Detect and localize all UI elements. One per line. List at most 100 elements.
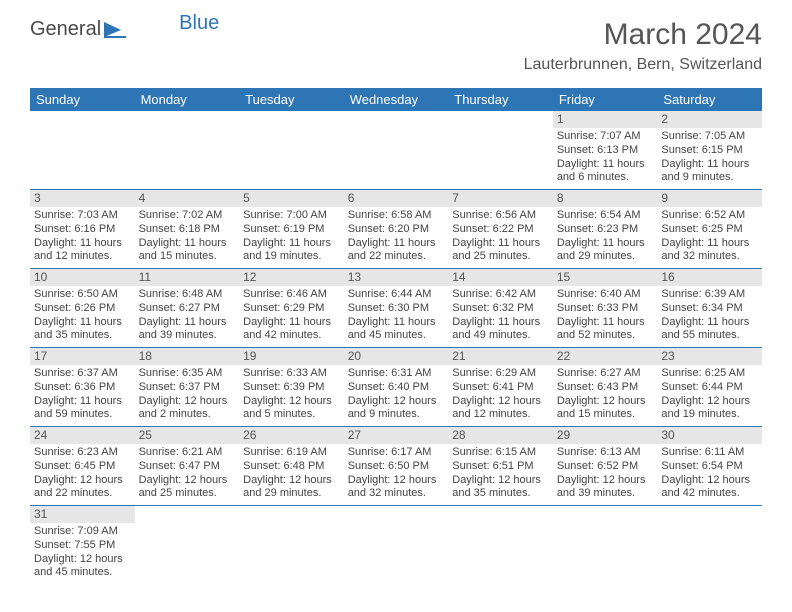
- calendar-cell: [135, 506, 240, 585]
- sunrise-text: Sunrise: 7:09 AM: [34, 525, 131, 539]
- month-title: March 2024: [524, 18, 762, 52]
- day-number: 12: [239, 269, 344, 286]
- day-number: 19: [239, 348, 344, 365]
- calendar-cell: 28Sunrise: 6:15 AMSunset: 6:51 PMDayligh…: [448, 427, 553, 506]
- sunrise-text: Sunrise: 6:33 AM: [243, 367, 340, 381]
- calendar-cell: 25Sunrise: 6:21 AMSunset: 6:47 PMDayligh…: [135, 427, 240, 506]
- page-header: General Blue March 2024 Lauterbrunnen, B…: [0, 0, 792, 82]
- day-body: Sunrise: 6:35 AMSunset: 6:37 PMDaylight:…: [135, 365, 240, 426]
- daylight-text: Daylight: 12 hours and 9 minutes.: [348, 395, 445, 423]
- day-number: 8: [553, 190, 658, 207]
- day-header: Monday: [135, 88, 240, 111]
- day-number: 9: [657, 190, 762, 207]
- flag-icon: [103, 21, 127, 39]
- sunrise-text: Sunrise: 6:40 AM: [557, 288, 654, 302]
- daylight-text: Daylight: 12 hours and 45 minutes.: [34, 553, 131, 581]
- day-number: 24: [30, 427, 135, 444]
- calendar-week-row: 3Sunrise: 7:03 AMSunset: 6:16 PMDaylight…: [30, 190, 762, 269]
- day-header: Tuesday: [239, 88, 344, 111]
- sunrise-text: Sunrise: 6:23 AM: [34, 446, 131, 460]
- day-number: 21: [448, 348, 553, 365]
- calendar-cell: 8Sunrise: 6:54 AMSunset: 6:23 PMDaylight…: [553, 190, 658, 269]
- daylight-text: Daylight: 12 hours and 2 minutes.: [139, 395, 236, 423]
- calendar-cell: [239, 506, 344, 585]
- calendar-cell: 3Sunrise: 7:03 AMSunset: 6:16 PMDaylight…: [30, 190, 135, 269]
- sunrise-text: Sunrise: 6:15 AM: [452, 446, 549, 460]
- sunrise-text: Sunrise: 6:52 AM: [661, 209, 758, 223]
- sunset-text: Sunset: 6:29 PM: [243, 302, 340, 316]
- sunrise-text: Sunrise: 6:56 AM: [452, 209, 549, 223]
- daylight-text: Daylight: 12 hours and 22 minutes.: [34, 474, 131, 502]
- calendar-cell: 21Sunrise: 6:29 AMSunset: 6:41 PMDayligh…: [448, 348, 553, 427]
- calendar-cell: 16Sunrise: 6:39 AMSunset: 6:34 PMDayligh…: [657, 269, 762, 348]
- sunset-text: Sunset: 6:15 PM: [661, 144, 758, 158]
- calendar-cell: [239, 111, 344, 190]
- calendar-cell: 12Sunrise: 6:46 AMSunset: 6:29 PMDayligh…: [239, 269, 344, 348]
- daylight-text: Daylight: 11 hours and 15 minutes.: [139, 237, 236, 265]
- daylight-text: Daylight: 11 hours and 6 minutes.: [557, 158, 654, 186]
- sunset-text: Sunset: 6:19 PM: [243, 223, 340, 237]
- day-body: Sunrise: 6:29 AMSunset: 6:41 PMDaylight:…: [448, 365, 553, 426]
- day-header: Friday: [553, 88, 658, 111]
- day-body: Sunrise: 7:02 AMSunset: 6:18 PMDaylight:…: [135, 207, 240, 268]
- daylight-text: Daylight: 12 hours and 39 minutes.: [557, 474, 654, 502]
- day-number: 31: [30, 506, 135, 523]
- day-body: Sunrise: 6:21 AMSunset: 6:47 PMDaylight:…: [135, 444, 240, 505]
- calendar-cell: 15Sunrise: 6:40 AMSunset: 6:33 PMDayligh…: [553, 269, 658, 348]
- daylight-text: Daylight: 11 hours and 39 minutes.: [139, 316, 236, 344]
- day-number: 28: [448, 427, 553, 444]
- sunset-text: Sunset: 6:25 PM: [661, 223, 758, 237]
- daylight-text: Daylight: 11 hours and 35 minutes.: [34, 316, 131, 344]
- calendar-week-row: 17Sunrise: 6:37 AMSunset: 6:36 PMDayligh…: [30, 348, 762, 427]
- sunset-text: Sunset: 6:51 PM: [452, 460, 549, 474]
- calendar-cell: [553, 506, 658, 585]
- day-body: Sunrise: 6:40 AMSunset: 6:33 PMDaylight:…: [553, 286, 658, 347]
- day-number: 15: [553, 269, 658, 286]
- calendar-cell: [448, 111, 553, 190]
- day-body: Sunrise: 6:56 AMSunset: 6:22 PMDaylight:…: [448, 207, 553, 268]
- sunrise-text: Sunrise: 6:27 AM: [557, 367, 654, 381]
- day-body: Sunrise: 6:54 AMSunset: 6:23 PMDaylight:…: [553, 207, 658, 268]
- day-number: 25: [135, 427, 240, 444]
- sunset-text: Sunset: 6:30 PM: [348, 302, 445, 316]
- location: Lauterbrunnen, Bern, Switzerland: [524, 56, 762, 74]
- day-body: Sunrise: 7:07 AMSunset: 6:13 PMDaylight:…: [553, 128, 658, 189]
- sunset-text: Sunset: 6:16 PM: [34, 223, 131, 237]
- day-body: Sunrise: 6:17 AMSunset: 6:50 PMDaylight:…: [344, 444, 449, 505]
- day-number: 4: [135, 190, 240, 207]
- day-number: 22: [553, 348, 658, 365]
- calendar-cell: 29Sunrise: 6:13 AMSunset: 6:52 PMDayligh…: [553, 427, 658, 506]
- day-number: 7: [448, 190, 553, 207]
- sunset-text: Sunset: 6:54 PM: [661, 460, 758, 474]
- day-number: 5: [239, 190, 344, 207]
- daylight-text: Daylight: 11 hours and 32 minutes.: [661, 237, 758, 265]
- sunrise-text: Sunrise: 6:17 AM: [348, 446, 445, 460]
- sunset-text: Sunset: 6:33 PM: [557, 302, 654, 316]
- sunrise-text: Sunrise: 6:31 AM: [348, 367, 445, 381]
- sunrise-text: Sunrise: 6:19 AM: [243, 446, 340, 460]
- sunrise-text: Sunrise: 7:07 AM: [557, 130, 654, 144]
- daylight-text: Daylight: 11 hours and 22 minutes.: [348, 237, 445, 265]
- day-number: 20: [344, 348, 449, 365]
- calendar-cell: [135, 111, 240, 190]
- day-number: 26: [239, 427, 344, 444]
- daylight-text: Daylight: 12 hours and 25 minutes.: [139, 474, 236, 502]
- day-number: 10: [30, 269, 135, 286]
- calendar-cell: 26Sunrise: 6:19 AMSunset: 6:48 PMDayligh…: [239, 427, 344, 506]
- daylight-text: Daylight: 11 hours and 25 minutes.: [452, 237, 549, 265]
- day-body: Sunrise: 6:46 AMSunset: 6:29 PMDaylight:…: [239, 286, 344, 347]
- day-header: Saturday: [657, 88, 762, 111]
- daylight-text: Daylight: 11 hours and 42 minutes.: [243, 316, 340, 344]
- calendar-cell: [344, 111, 449, 190]
- sunrise-text: Sunrise: 7:05 AM: [661, 130, 758, 144]
- day-body: Sunrise: 6:58 AMSunset: 6:20 PMDaylight:…: [344, 207, 449, 268]
- daylight-text: Daylight: 12 hours and 5 minutes.: [243, 395, 340, 423]
- day-body: Sunrise: 6:15 AMSunset: 6:51 PMDaylight:…: [448, 444, 553, 505]
- day-number: 14: [448, 269, 553, 286]
- sunrise-text: Sunrise: 6:35 AM: [139, 367, 236, 381]
- sunset-text: Sunset: 6:44 PM: [661, 381, 758, 395]
- sunset-text: Sunset: 6:40 PM: [348, 381, 445, 395]
- day-number: 2: [657, 111, 762, 128]
- daylight-text: Daylight: 12 hours and 15 minutes.: [557, 395, 654, 423]
- daylight-text: Daylight: 12 hours and 32 minutes.: [348, 474, 445, 502]
